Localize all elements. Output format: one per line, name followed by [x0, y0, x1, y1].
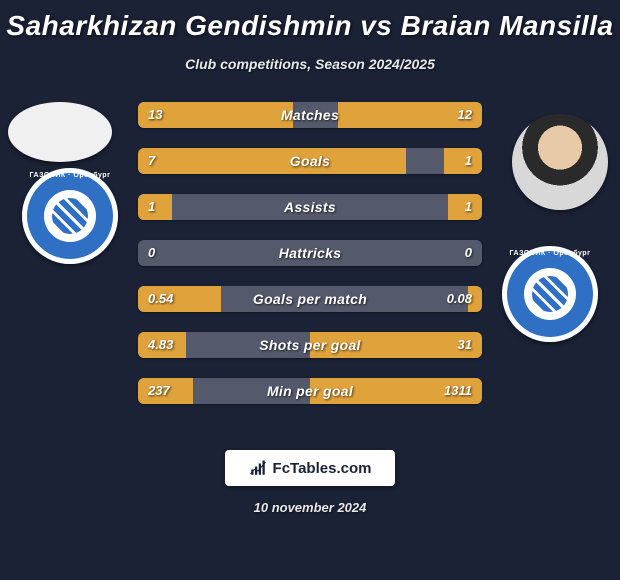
- comparison-stage: ГАЗОВИК · Оренбург ГАЗОВИК · Оренбург 13…: [0, 102, 620, 432]
- source-badge: FcTables.com: [225, 450, 395, 486]
- club-left-badge-text: ГАЗОВИК · Оренбург: [22, 172, 118, 179]
- stat-label: Matches: [138, 102, 482, 128]
- stat-row: 2371311Min per goal: [138, 378, 482, 404]
- chart-icon: [249, 459, 267, 477]
- stat-label: Assists: [138, 194, 482, 220]
- club-left-badge: ГАЗОВИК · Оренбург: [22, 168, 118, 264]
- source-label: FcTables.com: [273, 460, 372, 477]
- subtitle: Club competitions, Season 2024/2025: [0, 56, 620, 72]
- player-left-avatar: [8, 102, 112, 162]
- page-title: Saharkhizan Gendishmin vs Braian Mansill…: [0, 0, 620, 42]
- stat-row: 1312Matches: [138, 102, 482, 128]
- stat-label: Goals: [138, 148, 482, 174]
- player-right-avatar: [512, 114, 608, 210]
- stat-row: 00Hattricks: [138, 240, 482, 266]
- stat-row: 4.8331Shots per goal: [138, 332, 482, 358]
- club-right-badge: ГАЗОВИК · Оренбург: [502, 246, 598, 342]
- date-label: 10 november 2024: [0, 500, 620, 515]
- club-right-badge-text: ГАЗОВИК · Оренбург: [502, 250, 598, 257]
- stat-label: Min per goal: [138, 378, 482, 404]
- stat-row: 11Assists: [138, 194, 482, 220]
- stat-bars: 1312Matches 71Goals 11Assists 00Hattricks 0.…: [138, 102, 482, 424]
- stat-label: Goals per match: [138, 286, 482, 312]
- stat-row: 0.540.08Goals per match: [138, 286, 482, 312]
- stat-label: Shots per goal: [138, 332, 482, 358]
- stat-label: Hattricks: [138, 240, 482, 266]
- stat-row: 71Goals: [138, 148, 482, 174]
